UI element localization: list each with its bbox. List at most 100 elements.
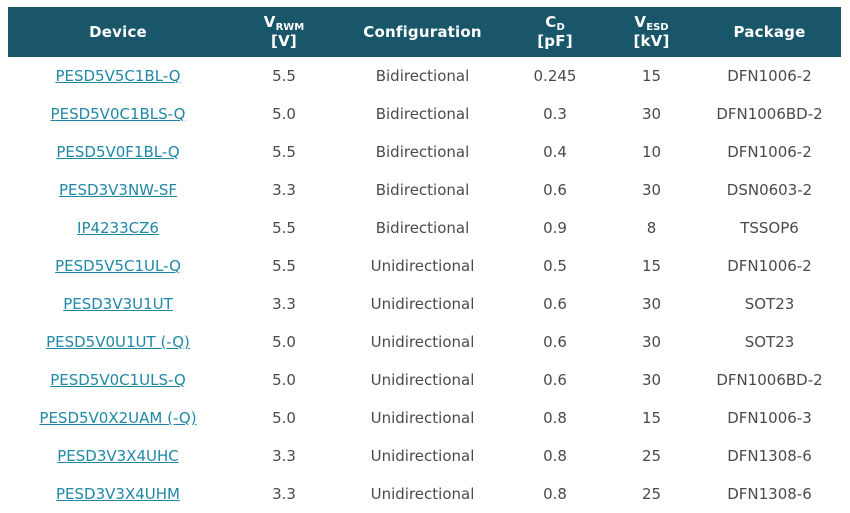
cell-device: IP4233CZ6 — [8, 209, 228, 247]
cell-cd: 0.6 — [505, 171, 605, 209]
cell-package: DSN0603-2 — [698, 171, 841, 209]
table-row: IP4233CZ6 5.5 Bidirectional 0.9 8 TSSOP6 — [8, 209, 841, 247]
cell-cd: 0.3 — [505, 95, 605, 133]
cell-cd: 0.8 — [505, 399, 605, 437]
cell-vesd: 25 — [605, 437, 698, 475]
header-cell-configuration: Configuration — [340, 7, 505, 57]
cell-vesd: 10 — [605, 133, 698, 171]
cell-package: TSSOP6 — [698, 209, 841, 247]
cell-vrwm: 3.3 — [228, 437, 340, 475]
header-label-cd: CD — [545, 13, 565, 34]
table-row: PESD5V0X2UAM (-Q) 5.0 Unidirectional 0.8 15 D… — [8, 399, 841, 437]
cell-device: PESD3V3X4UHM — [8, 475, 228, 513]
cell-vrwm: 5.0 — [228, 95, 340, 133]
table-row: PESD5V0F1BL-Q 5.5 Bidirectional 0.4 10 DFN100… — [8, 133, 841, 171]
cell-vrwm: 5.0 — [228, 323, 340, 361]
cell-vesd: 15 — [605, 247, 698, 285]
device-link[interactable]: PESD3V3NW-SF — [59, 181, 177, 199]
cell-configuration: Unidirectional — [340, 285, 505, 323]
device-link[interactable]: PESD5V5C1UL-Q — [55, 257, 181, 275]
cell-vesd: 30 — [605, 171, 698, 209]
header-subscript-vesd: ESD — [646, 22, 669, 34]
cell-vrwm: 5.0 — [228, 399, 340, 437]
cell-configuration: Bidirectional — [340, 209, 505, 247]
cell-cd: 0.6 — [505, 361, 605, 399]
device-link[interactable]: PESD3V3U1UT — [63, 295, 173, 313]
header-unit-vrwm: [V] — [271, 32, 297, 50]
cell-vesd: 30 — [605, 285, 698, 323]
header-subscript-vrwm: RWM — [275, 22, 305, 34]
cell-cd: 0.6 — [505, 323, 605, 361]
device-link[interactable]: PESD3V3X4UHM — [56, 485, 180, 503]
device-link[interactable]: PESD5V0C1ULS-Q — [50, 371, 186, 389]
cell-vesd: 25 — [605, 475, 698, 513]
cell-cd: 0.5 — [505, 247, 605, 285]
table-row: PESD3V3U1UT 3.3 Unidirectional 0.6 30 SOT23 — [8, 285, 841, 323]
table-body: PESD5V5C1BL-Q 5.5 Bidirectional 0.245 15 DFN1… — [8, 57, 841, 513]
table-row: PESD5V0U1UT (-Q) 5.0 Unidirectional 0.6 30 SO… — [8, 323, 841, 361]
device-link[interactable]: PESD5V5C1BL-Q — [55, 67, 181, 85]
cell-device: PESD3V3NW-SF — [8, 171, 228, 209]
device-link[interactable]: PESD5V0U1UT (-Q) — [46, 333, 190, 351]
cell-vesd: 15 — [605, 399, 698, 437]
header-cell-vesd: VESD [kV] — [605, 7, 698, 57]
cell-device: PESD3V3X4UHC — [8, 437, 228, 475]
cell-vesd: 8 — [605, 209, 698, 247]
cell-device: PESD5V0F1BL-Q — [8, 133, 228, 171]
header-label-vrwm: VRWM — [263, 13, 305, 34]
cell-configuration: Bidirectional — [340, 57, 505, 95]
cell-vrwm: 5.0 — [228, 361, 340, 399]
cell-device: PESD3V3U1UT — [8, 285, 228, 323]
cell-configuration: Unidirectional — [340, 361, 505, 399]
cell-package: DFN1308-6 — [698, 475, 841, 513]
cell-vrwm: 3.3 — [228, 475, 340, 513]
cell-device: PESD5V0C1BLS-Q — [8, 95, 228, 133]
table-row: PESD5V0C1BLS-Q 5.0 Bidirectional 0.3 30 DFN10… — [8, 95, 841, 133]
cell-configuration: Bidirectional — [340, 171, 505, 209]
device-link[interactable]: PESD5V0F1BL-Q — [56, 143, 180, 161]
cell-vesd: 30 — [605, 361, 698, 399]
cell-package: DFN1006BD-2 — [698, 361, 841, 399]
header-cell-vrwm: VRWM [V] — [228, 7, 340, 57]
cell-package: DFN1308-6 — [698, 437, 841, 475]
cell-configuration: Bidirectional — [340, 95, 505, 133]
header-unit-cd: [pF] — [537, 32, 573, 50]
header-label-configuration: Configuration — [363, 22, 482, 41]
cell-configuration: Unidirectional — [340, 247, 505, 285]
cell-vrwm: 5.5 — [228, 209, 340, 247]
table-row: PESD5V5C1UL-Q 5.5 Unidirectional 0.5 15 DFN10… — [8, 247, 841, 285]
device-link[interactable]: PESD5V0X2UAM (-Q) — [39, 409, 197, 427]
cell-vesd: 30 — [605, 323, 698, 361]
cell-device: PESD5V0X2UAM (-Q) — [8, 399, 228, 437]
cell-configuration: Unidirectional — [340, 399, 505, 437]
cell-package: SOT23 — [698, 323, 841, 361]
cell-cd: 0.8 — [505, 437, 605, 475]
header-subscript-cd: D — [556, 22, 565, 34]
cell-cd: 0.4 — [505, 133, 605, 171]
cell-vrwm: 5.5 — [228, 247, 340, 285]
header-cell-cd: CD [pF] — [505, 7, 605, 57]
cell-configuration: Unidirectional — [340, 475, 505, 513]
cell-cd: 0.6 — [505, 285, 605, 323]
table-row: PESD5V5C1BL-Q 5.5 Bidirectional 0.245 15 DFN1… — [8, 57, 841, 95]
cell-package: DFN1006-2 — [698, 133, 841, 171]
cell-package: SOT23 — [698, 285, 841, 323]
table-row: PESD3V3X4UHM 3.3 Unidirectional 0.8 25 DFN130… — [8, 475, 841, 513]
cell-device: PESD5V5C1UL-Q — [8, 247, 228, 285]
header-cell-package: Package — [698, 7, 841, 57]
header-label-package: Package — [733, 22, 806, 41]
cell-configuration: Unidirectional — [340, 437, 505, 475]
header-row: Device VRWM [V] Configuration CD [pF] VESD [kV]… — [8, 7, 841, 57]
device-link[interactable]: IP4233CZ6 — [77, 219, 159, 237]
device-link[interactable]: PESD5V0C1BLS-Q — [50, 105, 186, 123]
cell-device: PESD5V5C1BL-Q — [8, 57, 228, 95]
header-unit-vesd: [kV] — [633, 32, 670, 50]
cell-vrwm: 3.3 — [228, 171, 340, 209]
cell-device: PESD5V0U1UT (-Q) — [8, 323, 228, 361]
cell-cd: 0.245 — [505, 57, 605, 95]
cell-configuration: Bidirectional — [340, 133, 505, 171]
device-selection-table: Device VRWM [V] Configuration CD [pF] VESD [kV]… — [8, 7, 841, 513]
device-link[interactable]: PESD3V3X4UHC — [57, 447, 179, 465]
cell-vrwm: 3.3 — [228, 285, 340, 323]
